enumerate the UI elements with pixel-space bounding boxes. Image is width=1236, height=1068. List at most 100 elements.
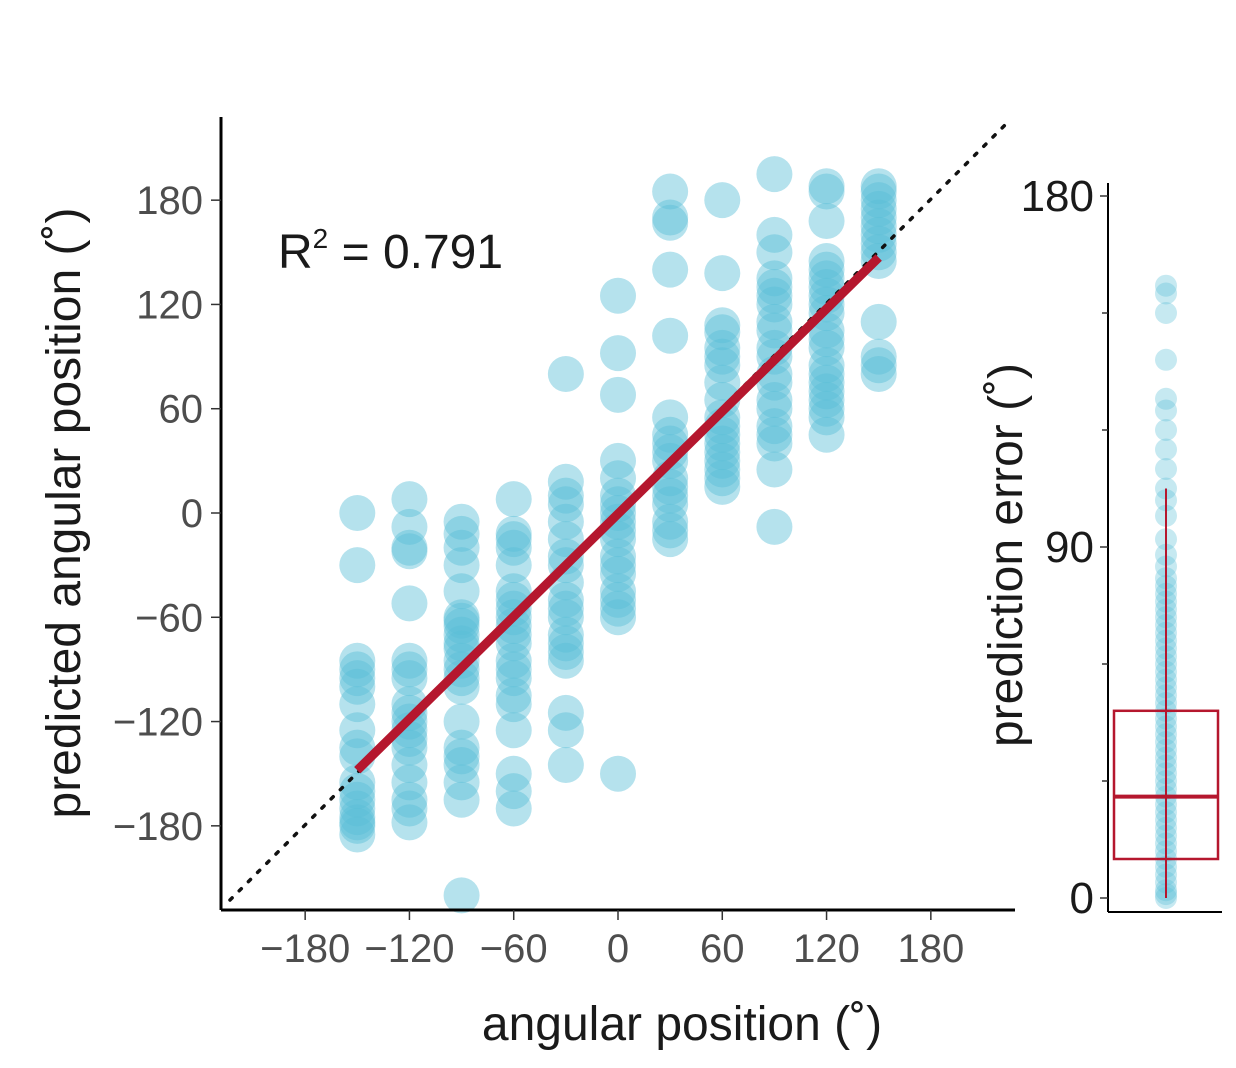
scatter-point bbox=[443, 764, 480, 801]
scatter-point bbox=[756, 408, 793, 445]
scatter-point bbox=[704, 460, 741, 497]
scatter-point bbox=[495, 755, 532, 792]
scatter-point bbox=[808, 168, 845, 205]
y-axis-title: predicted angular position (˚) bbox=[38, 208, 91, 819]
scatter-point bbox=[600, 755, 636, 792]
y-tick-label: −180 bbox=[113, 805, 203, 849]
scatter-point bbox=[808, 416, 845, 453]
scatter-point bbox=[443, 503, 480, 540]
y-ticks: −180 −120 −60 0 60 120 180 bbox=[113, 179, 221, 849]
scatter-point bbox=[339, 686, 376, 723]
scatter-point bbox=[339, 764, 376, 801]
scatter-point bbox=[443, 529, 480, 566]
scatter-point bbox=[704, 329, 741, 366]
scatter-point bbox=[339, 642, 376, 679]
scatter-point bbox=[860, 173, 897, 210]
scatter-point bbox=[547, 642, 584, 679]
scatter-point bbox=[495, 642, 532, 679]
box-point bbox=[1155, 302, 1177, 324]
scatter-point bbox=[339, 495, 376, 531]
scatter-point bbox=[704, 425, 741, 462]
scatter-point bbox=[495, 547, 532, 584]
scatter-point bbox=[391, 533, 428, 570]
scatter-point bbox=[600, 590, 636, 627]
scatter-point bbox=[443, 703, 480, 740]
x-tick-label: 60 bbox=[700, 927, 745, 971]
scatter-point bbox=[547, 616, 584, 653]
scatter-point bbox=[495, 529, 532, 566]
scatter-point bbox=[704, 451, 741, 488]
regression-line bbox=[354, 254, 882, 774]
scatter-point bbox=[860, 208, 897, 245]
scatter-point bbox=[547, 486, 584, 523]
scatter-point bbox=[443, 602, 480, 639]
scatter-point bbox=[495, 573, 532, 610]
scatter-point bbox=[756, 382, 793, 419]
scatter-point bbox=[495, 607, 532, 644]
scatter-point bbox=[808, 373, 845, 410]
scatter-point bbox=[443, 642, 480, 679]
r-squared-superscript: 2 bbox=[313, 223, 329, 254]
scatter-point bbox=[860, 347, 897, 384]
scatter-point bbox=[652, 486, 689, 523]
scatter-point bbox=[704, 347, 741, 384]
scatter-point bbox=[391, 481, 428, 518]
scatter-point bbox=[339, 781, 376, 818]
scatter-point bbox=[704, 364, 741, 401]
scatter-point bbox=[391, 651, 428, 688]
scatter-point bbox=[808, 242, 845, 279]
box-point bbox=[1155, 274, 1177, 297]
scatter-point bbox=[756, 416, 793, 453]
scatter-point bbox=[704, 338, 741, 375]
scatter-point bbox=[808, 347, 845, 384]
x-axis-title: angular position (˚) bbox=[482, 998, 882, 1051]
scatter-point bbox=[808, 260, 845, 297]
scatter-point bbox=[860, 190, 897, 227]
box-y-tick-label: 90 bbox=[1045, 523, 1094, 572]
x-ticks: −180 −120 −60 0 60 120 180 bbox=[260, 910, 964, 971]
scatter-point bbox=[391, 529, 428, 566]
scatter-point bbox=[443, 607, 480, 644]
scatter-point bbox=[704, 307, 741, 344]
scatter-point bbox=[652, 503, 689, 540]
scatter-point bbox=[391, 642, 428, 679]
box-panel: 0 90 180 prediction error (˚) bbox=[980, 172, 1222, 923]
box-point bbox=[1155, 458, 1177, 480]
scatter-point bbox=[808, 399, 845, 436]
scatter-point bbox=[756, 312, 793, 349]
scatter-point bbox=[391, 585, 428, 622]
scatter-point bbox=[443, 547, 480, 584]
scatter-point bbox=[600, 442, 636, 479]
x-tick-label: −180 bbox=[260, 927, 350, 971]
x-tick-label: −120 bbox=[364, 927, 454, 971]
box-point bbox=[1155, 399, 1177, 422]
scatter-point bbox=[652, 477, 689, 514]
scatter-point bbox=[600, 581, 636, 618]
y-tick-label: 0 bbox=[181, 492, 203, 536]
scatter-point bbox=[443, 877, 480, 914]
scatter-point bbox=[495, 677, 532, 714]
scatter-point bbox=[391, 747, 428, 784]
y-tick-label: 120 bbox=[136, 283, 203, 327]
scatter-point bbox=[600, 538, 636, 575]
scatter-point bbox=[600, 486, 636, 523]
scatter-point bbox=[652, 173, 689, 210]
scatter-point bbox=[756, 216, 793, 253]
x-tick-label: 120 bbox=[793, 927, 860, 971]
scatter-point bbox=[756, 508, 793, 545]
scatter-point bbox=[652, 512, 689, 549]
scatter-point bbox=[443, 738, 480, 775]
scatter-point bbox=[547, 538, 584, 575]
scatter-point bbox=[443, 729, 480, 766]
scatter-point bbox=[391, 712, 428, 749]
box-y-axis-title: prediction error (˚) bbox=[980, 363, 1033, 747]
scatter-point bbox=[547, 521, 584, 558]
x-tick-label: 0 bbox=[607, 927, 629, 971]
scatter-point bbox=[860, 303, 897, 340]
scatter-point bbox=[547, 590, 584, 627]
scatter-point bbox=[339, 651, 376, 688]
scatter-point bbox=[600, 547, 636, 584]
scatter-point bbox=[704, 468, 741, 505]
scatter-point bbox=[652, 204, 689, 241]
scatter-point bbox=[495, 773, 532, 810]
